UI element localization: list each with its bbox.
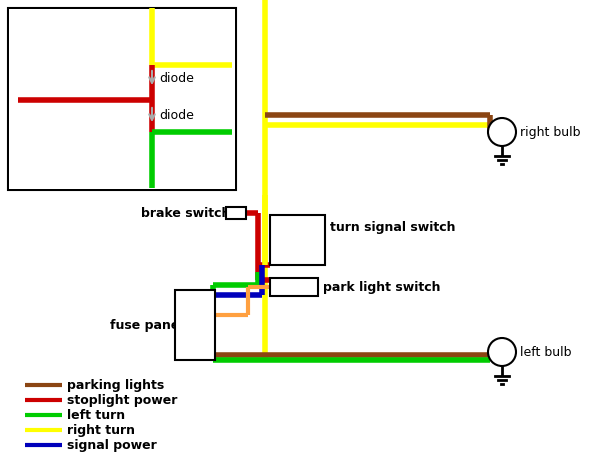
Bar xyxy=(9,9,235,189)
Bar xyxy=(226,207,246,219)
Text: fuse panel: fuse panel xyxy=(110,319,183,331)
Text: diode: diode xyxy=(159,108,194,122)
Bar xyxy=(175,290,215,360)
Text: left turn: left turn xyxy=(67,408,125,421)
Text: left bulb: left bulb xyxy=(520,345,571,359)
Text: parking lights: parking lights xyxy=(67,378,164,391)
Text: turn signal switch: turn signal switch xyxy=(330,220,456,234)
Text: stoplight power: stoplight power xyxy=(67,394,177,407)
Text: right turn: right turn xyxy=(67,424,135,437)
Text: diode: diode xyxy=(159,71,194,84)
Text: signal power: signal power xyxy=(67,438,157,451)
Text: park light switch: park light switch xyxy=(323,280,440,294)
Text: brake switch: brake switch xyxy=(141,207,231,219)
Circle shape xyxy=(488,338,516,366)
Text: right bulb: right bulb xyxy=(520,125,581,138)
Bar xyxy=(8,8,236,190)
Bar xyxy=(270,278,318,296)
Circle shape xyxy=(488,118,516,146)
Bar xyxy=(270,215,325,265)
